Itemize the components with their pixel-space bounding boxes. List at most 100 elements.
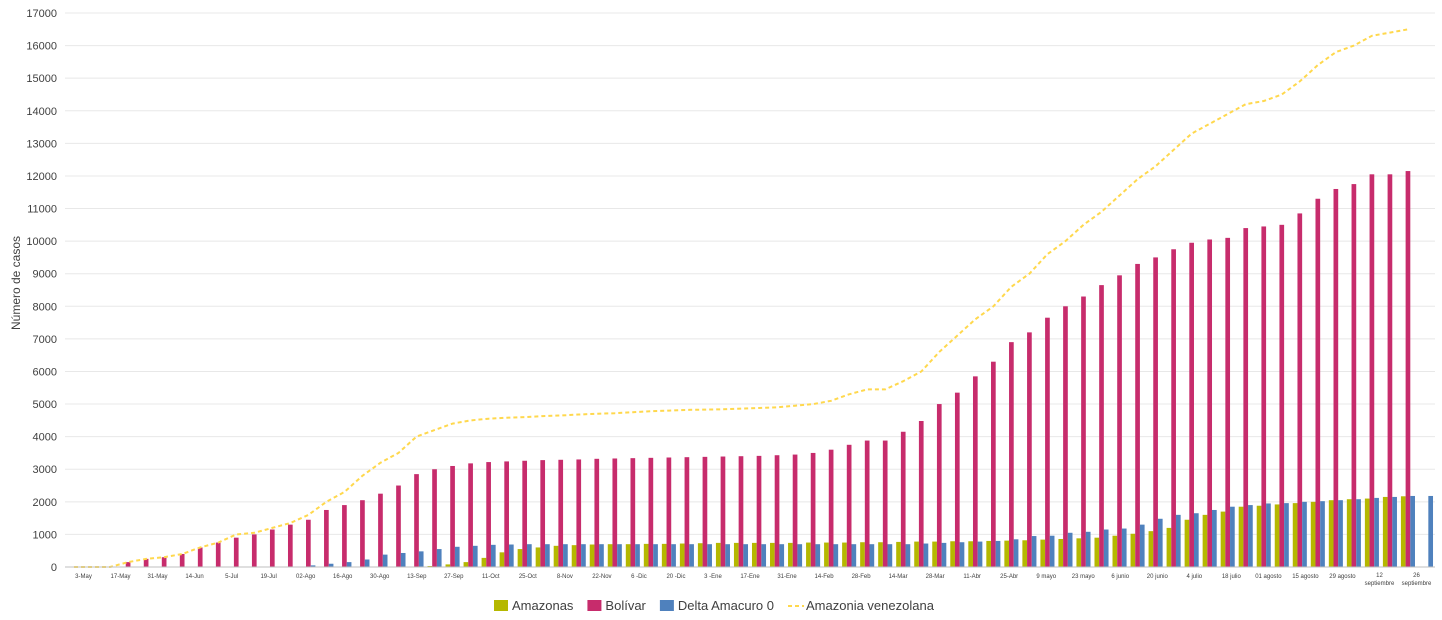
- y-tick-label: 17000: [26, 8, 57, 20]
- bar-bol-var: [1225, 237, 1231, 567]
- bar-bol-var: [991, 361, 996, 567]
- bar-delta-amacuro-0: [1212, 509, 1217, 567]
- bar-bol-var: [1171, 249, 1176, 567]
- bar-amazonas: [1130, 533, 1136, 567]
- bar-bol-var: [1279, 224, 1285, 567]
- y-tick-label: 16000: [26, 41, 57, 53]
- bar-bol-var: [846, 444, 852, 567]
- bar-delta-amacuro-0: [671, 544, 676, 567]
- bar-delta-amacuro-0: [382, 554, 388, 567]
- bar-amazonas: [643, 543, 649, 567]
- bars: [125, 171, 1434, 568]
- bar-bol-var: [342, 505, 347, 567]
- bar-amazonas: [535, 547, 541, 567]
- bar-bol-var: [1009, 342, 1014, 567]
- bar-amazonas: [1202, 514, 1208, 567]
- y-tick-label: 9000: [33, 269, 57, 281]
- x-tick-label: 5-Jul: [225, 574, 238, 580]
- y-axis-label: Número de casos: [9, 236, 23, 330]
- x-tick-label: 27-Sep: [444, 574, 464, 580]
- x-tick-label: 14-Feb: [815, 574, 835, 580]
- bar-bol-var: [432, 469, 437, 567]
- bar-amazonas: [1040, 539, 1046, 567]
- bar-amazonas: [986, 540, 992, 567]
- bar-amazonas: [751, 542, 757, 567]
- bar-bol-var: [972, 376, 978, 567]
- bar-bol-var: [522, 460, 528, 567]
- bar-bol-var: [1387, 174, 1393, 567]
- bar-delta-amacuro-0: [1193, 513, 1199, 567]
- bar-amazonas: [914, 541, 919, 567]
- x-tick-label: 6 -Dic: [631, 574, 647, 580]
- line-amazonia-venezolana: [74, 28, 1409, 568]
- bar-delta-amacuro-0: [1031, 536, 1037, 567]
- bar-bol-var: [666, 457, 672, 567]
- bar-delta-amacuro-0: [635, 544, 640, 567]
- bar-bol-var: [810, 452, 816, 567]
- bar-delta-amacuro-0: [923, 543, 929, 567]
- bar-delta-amacuro-0: [1230, 506, 1235, 567]
- bar-amazonas: [1166, 527, 1172, 567]
- x-tick-label: 26: [1413, 573, 1420, 579]
- bar-bol-var: [125, 562, 131, 567]
- bar-delta-amacuro-0: [508, 544, 514, 567]
- x-tick-label: 14-Jun: [185, 574, 203, 580]
- bar-delta-amacuro-0: [545, 544, 550, 567]
- bar-delta-amacuro-0: [905, 544, 911, 567]
- bar-bol-var: [1369, 174, 1375, 567]
- bar-bol-var: [450, 465, 455, 567]
- bar-amazonas: [770, 542, 775, 567]
- bar-bol-var: [1063, 306, 1068, 567]
- bar-bol-var: [936, 404, 942, 567]
- bar-delta-amacuro-0: [418, 551, 424, 567]
- bar-amazonas: [517, 549, 523, 567]
- bar-delta-amacuro-0: [1284, 503, 1289, 567]
- legend-item: Amazonas: [494, 598, 574, 613]
- bar-bol-var: [1081, 296, 1086, 567]
- bar-amazonas: [445, 564, 451, 567]
- bar-delta-amacuro-0: [400, 552, 406, 567]
- y-tick-label: 2000: [33, 497, 57, 509]
- bar-bol-var: [486, 462, 491, 567]
- bar-amazonas: [661, 543, 667, 567]
- bar-bol-var: [251, 534, 257, 567]
- bar-amazonas: [1220, 511, 1226, 567]
- legend-label: Bolívar: [605, 598, 646, 613]
- bar-delta-amacuro-0: [599, 544, 604, 567]
- bar-delta-amacuro-0: [454, 546, 460, 567]
- bar-amazonas: [788, 542, 793, 567]
- legend-swatch: [659, 600, 674, 611]
- bar-bol-var: [179, 553, 185, 567]
- y-tick-label: 7000: [33, 334, 57, 346]
- x-tick-label: septiembre: [1365, 581, 1395, 587]
- y-tick-label: 3000: [33, 464, 57, 476]
- y-tick-label: 11000: [27, 204, 57, 216]
- bar-amazonas: [860, 542, 865, 567]
- bar-bol-var: [1153, 257, 1158, 567]
- bar-bol-var: [269, 529, 275, 567]
- bar-delta-amacuro-0: [1392, 496, 1397, 567]
- bar-bol-var: [306, 519, 311, 567]
- bar-amazonas: [1382, 496, 1388, 567]
- bar-bol-var: [576, 459, 582, 567]
- bar-delta-amacuro-0: [689, 544, 694, 567]
- x-tick-label: 20 junio: [1147, 574, 1169, 580]
- x-tick-label: 6 junio: [1111, 574, 1129, 580]
- bar-bol-var: [792, 454, 798, 567]
- bar-bol-var: [720, 456, 726, 567]
- bar-delta-amacuro-0: [959, 542, 965, 567]
- bar-delta-amacuro-0: [1085, 531, 1091, 567]
- bar-amazonas: [1184, 519, 1190, 567]
- x-tick-label: 22-Nov: [592, 574, 611, 580]
- legend-item: Bolívar: [587, 598, 647, 613]
- y-tick-label: 6000: [33, 366, 57, 378]
- bar-amazonas: [1076, 538, 1082, 567]
- bar-bol-var: [1207, 239, 1213, 568]
- bar-bol-var: [1045, 317, 1050, 567]
- bar-bol-var: [918, 421, 924, 567]
- grid: [65, 12, 1435, 535]
- bar-delta-amacuro-0: [527, 544, 532, 567]
- bar-bol-var: [594, 458, 600, 567]
- legend-label: Delta Amacuro 0: [678, 598, 774, 613]
- bar-bol-var: [504, 461, 509, 567]
